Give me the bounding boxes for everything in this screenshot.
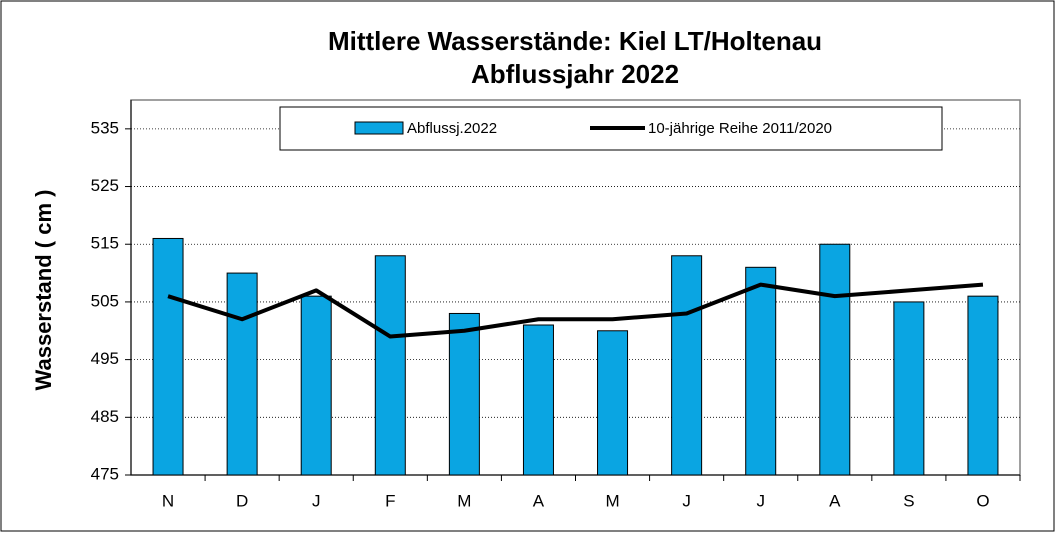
bar — [374, 255, 406, 476]
bar — [300, 295, 332, 476]
y-tick-label: 475 — [91, 464, 119, 483]
bar — [522, 324, 554, 476]
chart-subtitle: Abflussjahr 2022 — [471, 59, 679, 89]
bar — [597, 330, 629, 476]
x-tick-label: F — [385, 491, 395, 510]
bar — [967, 295, 999, 476]
plot-area — [130, 99, 1021, 476]
bar — [448, 312, 480, 476]
legend-label: Abflussj.2022 — [407, 120, 497, 137]
x-tick-label: D — [236, 491, 248, 510]
x-tick-label: J — [756, 491, 765, 510]
bar — [893, 301, 925, 476]
y-tick-label: 535 — [91, 118, 119, 137]
x-tick-label: N — [162, 491, 174, 510]
legend-swatch — [354, 121, 404, 135]
x-tick-label: A — [533, 491, 545, 510]
y-tick-label: 525 — [91, 176, 119, 195]
x-tick-label: S — [903, 491, 914, 510]
bar — [226, 272, 258, 476]
bar — [819, 243, 851, 476]
y-tick-label: 495 — [91, 349, 119, 368]
y-axis-label: Wasserstand ( cm ) — [31, 190, 56, 391]
x-tick-label: J — [312, 491, 321, 510]
bar — [745, 266, 777, 476]
y-tick-label: 485 — [91, 407, 119, 426]
line — [167, 282, 984, 339]
x-tick-label: O — [976, 491, 989, 510]
y-tick-label: 505 — [91, 291, 119, 310]
legend-label: 10-jährige Reihe 2011/2020 — [648, 120, 832, 137]
bar — [671, 255, 703, 476]
x-tick-label: M — [457, 491, 471, 510]
y-tick-label: 515 — [91, 234, 119, 253]
x-tick-label: J — [682, 491, 691, 510]
bar — [152, 237, 184, 476]
chart-title: Mittlere Wasserstände: Kiel LT/Holtenau — [328, 26, 822, 56]
x-tick-label: A — [829, 491, 841, 510]
x-tick-label: M — [605, 491, 619, 510]
